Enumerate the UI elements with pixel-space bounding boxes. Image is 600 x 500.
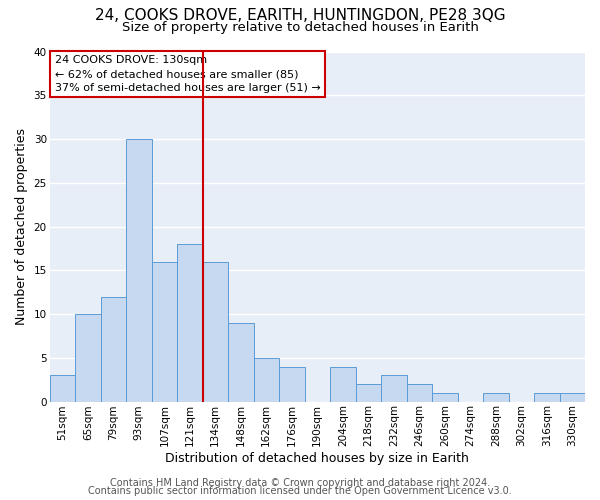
Bar — [75, 314, 101, 402]
Bar — [254, 358, 279, 402]
Bar — [381, 376, 407, 402]
Text: Size of property relative to detached houses in Earith: Size of property relative to detached ho… — [122, 21, 478, 34]
Bar — [560, 393, 585, 402]
Bar — [50, 376, 75, 402]
X-axis label: Distribution of detached houses by size in Earith: Distribution of detached houses by size … — [166, 452, 469, 465]
Bar — [203, 262, 228, 402]
Text: Contains public sector information licensed under the Open Government Licence v3: Contains public sector information licen… — [88, 486, 512, 496]
Bar — [356, 384, 381, 402]
Bar — [152, 262, 177, 402]
Bar — [483, 393, 509, 402]
Bar — [330, 366, 356, 402]
Text: 24, COOKS DROVE, EARITH, HUNTINGDON, PE28 3QG: 24, COOKS DROVE, EARITH, HUNTINGDON, PE2… — [95, 8, 505, 22]
Bar — [101, 296, 126, 402]
Text: 24 COOKS DROVE: 130sqm
← 62% of detached houses are smaller (85)
37% of semi-det: 24 COOKS DROVE: 130sqm ← 62% of detached… — [55, 55, 320, 93]
Bar — [407, 384, 432, 402]
Text: Contains HM Land Registry data © Crown copyright and database right 2024.: Contains HM Land Registry data © Crown c… — [110, 478, 490, 488]
Bar — [279, 366, 305, 402]
Bar — [228, 323, 254, 402]
Y-axis label: Number of detached properties: Number of detached properties — [15, 128, 28, 325]
Bar — [177, 244, 203, 402]
Bar — [432, 393, 458, 402]
Bar — [534, 393, 560, 402]
Bar — [126, 139, 152, 402]
